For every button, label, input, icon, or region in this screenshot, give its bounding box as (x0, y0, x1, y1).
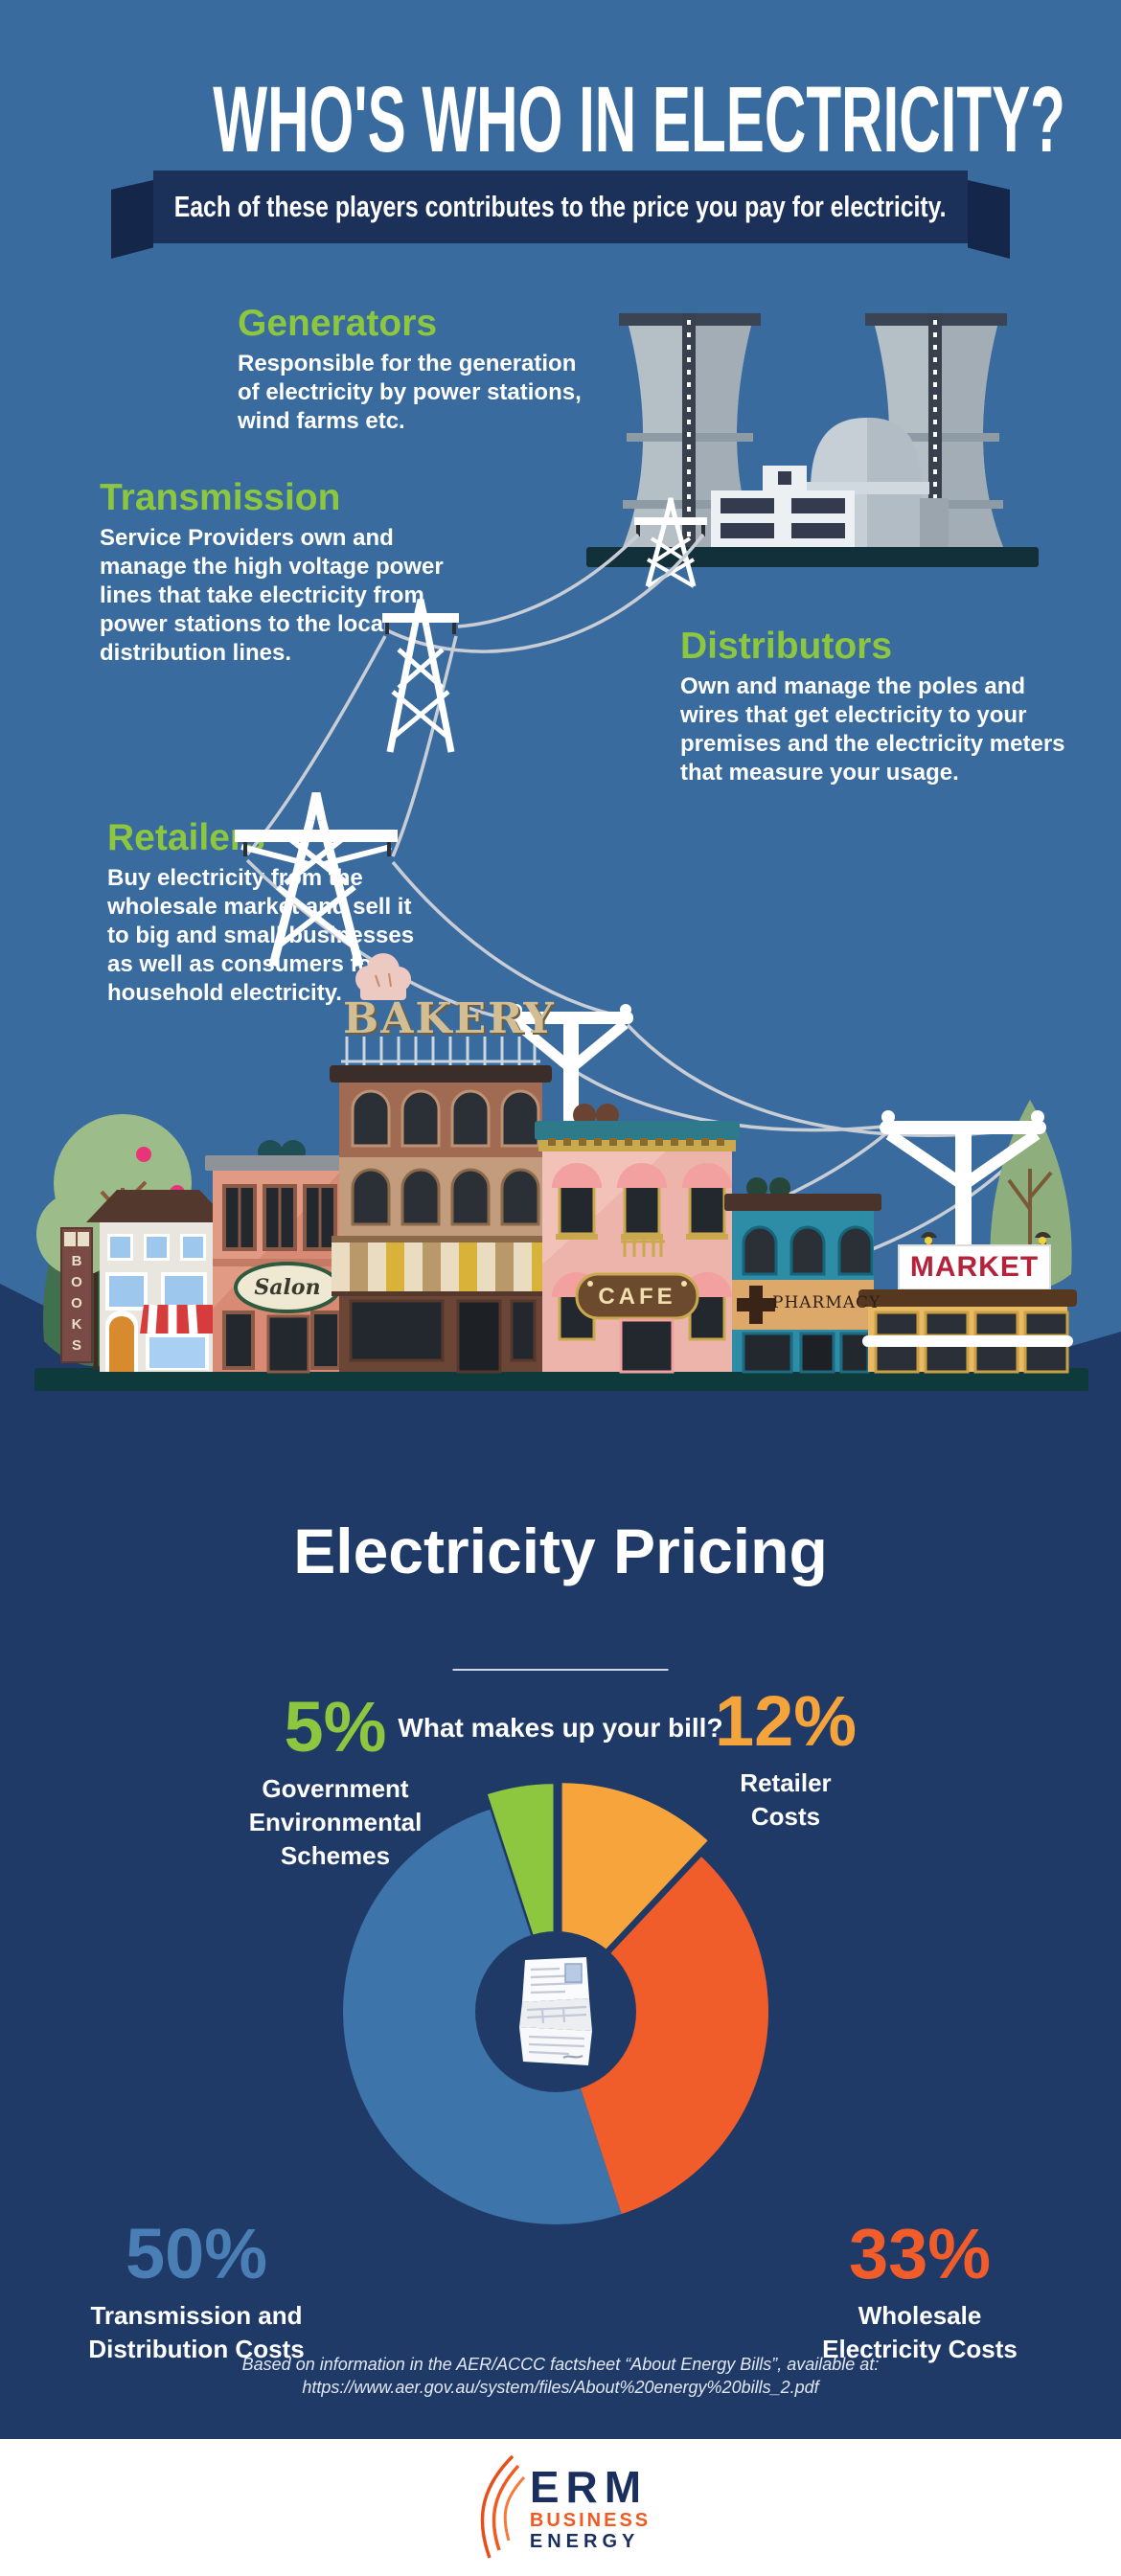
distributors-body: Own and manage the poles and wires that … (680, 673, 1065, 786)
percent-value: 50% (125, 2214, 268, 2293)
callout-transmission-distribution: 50% Transmission and Distribution Costs (67, 2219, 326, 2366)
percent-value: 5% (284, 1687, 387, 1767)
cafe-sign (575, 1272, 699, 1320)
pricing-subtitle: What makes up your bill? (398, 1713, 723, 1743)
bill-receipt-icon (519, 1957, 592, 2065)
logo-energy-text: ENERGY (529, 2531, 640, 2552)
transmission-block: Transmission Service Providers own and m… (100, 479, 464, 668)
shop-cafe (535, 1104, 740, 1374)
market-windows (874, 1311, 1069, 1374)
generators-block: Generators Responsible for the generatio… (238, 305, 583, 436)
bill-pie-chart (343, 1783, 769, 2224)
salon-sign-text: Salon (254, 1275, 321, 1300)
distributors-heading: Distributors (680, 626, 893, 667)
shop-market (858, 1231, 1077, 1374)
transmission-body: Service Providers own and manage the hig… (100, 525, 444, 666)
pharmacy-sign-text: PHARMACY (772, 1293, 881, 1312)
source-citation: Based on information in the AER/ACCC fac… (0, 2353, 1121, 2399)
callout-retailer-costs: 12% Retailer Costs (671, 1686, 901, 1834)
percent-label: Retailer Costs (740, 1768, 832, 1831)
power-station (586, 313, 1039, 588)
market-sign-text: MARKET (909, 1251, 1040, 1283)
chef-hat-icon (355, 953, 411, 1000)
transmission-tower-icon (235, 792, 398, 968)
wire (391, 635, 458, 857)
percent-label: Transmission and Distribution Costs (88, 2301, 305, 2363)
pricing-section-background (0, 1391, 1121, 2439)
street-ground (34, 1368, 1088, 1391)
pie-slice (561, 1783, 708, 1996)
title-divider (452, 1669, 669, 1671)
bakery-windows (351, 1089, 540, 1226)
transmission-tower-icon (382, 599, 459, 753)
wire (457, 533, 640, 628)
percent-label: Government Environmental Schemes (248, 1774, 423, 1870)
pie-slice (556, 1857, 769, 2215)
shop-pharmacy (724, 1177, 881, 1374)
percent-value: 12% (714, 1681, 858, 1761)
distributors-block: Distributors Own and manage the poles an… (680, 627, 1102, 787)
callout-government-schemes: 5% Government Environmental Schemes (220, 1692, 450, 1873)
shop-bakery (330, 953, 552, 1374)
citation-line-1: Based on information in the AER/ACCC fac… (241, 2355, 880, 2374)
transmission-heading: Transmission (100, 477, 341, 518)
subtitle-ribbon: Each of these players contributes to the… (153, 171, 968, 243)
wire (245, 635, 387, 856)
street-illustration (0, 313, 1121, 1391)
cafe-sign-text: CAFE (598, 1284, 676, 1310)
logo-erm-text: ERM (529, 2462, 649, 2512)
wire (626, 1023, 1041, 1137)
footer-band (0, 2439, 1121, 2576)
shop-salon (205, 1140, 351, 1374)
books-sign (60, 1227, 93, 1363)
bakery-awning (332, 1236, 550, 1296)
pharmacy-cross-icon (737, 1286, 775, 1324)
generators-heading: Generators (238, 303, 438, 344)
bakery-sign-text: BAKERY (343, 994, 556, 1043)
subtitle-ribbon-text: Each of these players contributes to the… (174, 190, 947, 223)
reactor-dome-icon (803, 418, 949, 547)
percent-label: Wholesale Electricity Costs (822, 2301, 1018, 2363)
citation-line-2: https://www.aer.gov.au/system/files/Abou… (302, 2378, 819, 2397)
percent-value: 33% (848, 2214, 992, 2293)
pie-center (475, 1931, 636, 2092)
erm-logo: ERM BUSINESS ENERGY (0, 2452, 1121, 2564)
wire (386, 533, 705, 653)
pricing-title: Electricity Pricing (293, 1516, 828, 1586)
plant-platform (586, 547, 1039, 567)
books-sign-text: B O O K S (71, 1253, 82, 1354)
erm-logo-arcs-icon (480, 2454, 525, 2559)
shop-books (60, 1190, 230, 1372)
generators-body: Responsible for the generation of electr… (238, 351, 582, 434)
bakery-sign-railing (341, 1037, 540, 1065)
logo-business-text: BUSINESS (529, 2510, 652, 2531)
callout-wholesale-costs: 33% Wholesale Electricity Costs (786, 2219, 1054, 2366)
turbine-building-icon (711, 466, 855, 548)
